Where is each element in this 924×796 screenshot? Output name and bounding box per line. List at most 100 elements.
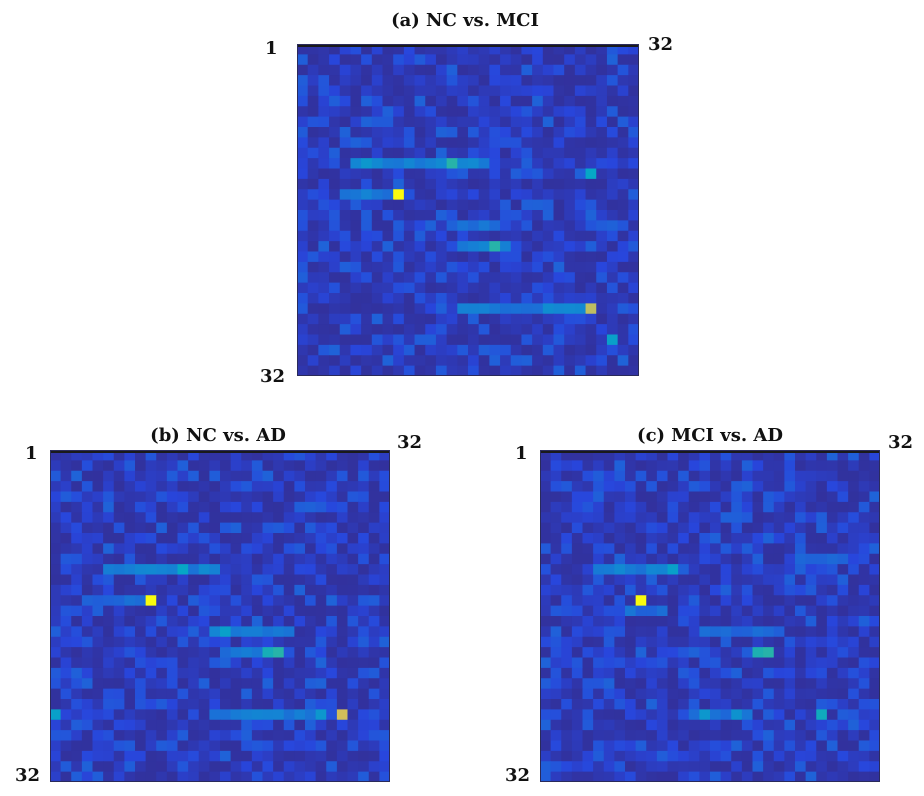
heatmap-cell [646,522,658,534]
heatmap-cell [617,116,629,128]
heatmap-cell [230,605,242,617]
heatmap-cell [188,678,200,690]
heatmap-cell [478,85,490,97]
heatmap-cell [699,657,711,669]
heatmap-cell [241,543,253,555]
heatmap-cell [71,771,83,782]
heatmap-cell [371,199,384,211]
heatmap-cell [156,470,168,482]
heatmap-cell [625,647,637,659]
heatmap-cell [688,533,700,544]
heatmap-cell [209,543,221,555]
heatmap-cell [837,543,849,555]
heatmap-cell [646,574,658,586]
heatmap-cell [103,574,115,586]
heatmap-cell [574,158,587,170]
heatmap-cell [283,501,295,513]
heatmap-cell [435,106,448,118]
heatmap-cell [614,501,626,513]
heatmap-cell [358,501,370,513]
heatmap-cell [414,303,426,315]
heatmap-cell [540,543,552,555]
heatmap-cell [826,667,839,679]
heatmap-cell [582,699,594,710]
heatmap-cell [435,189,448,201]
heatmap-cell [625,678,637,690]
heatmap-cell [521,313,533,325]
heatmap-cell [540,481,552,493]
heatmap-cell [382,168,394,180]
heatmap-cell [585,241,597,253]
heatmap-cell [571,730,584,742]
heatmap-cell [731,553,743,565]
heatmap-cell [382,106,394,118]
heatmap-cell [542,178,555,190]
heatmap-cell [510,251,523,263]
heatmap-cell [710,553,722,565]
heatmap-cell [478,75,490,87]
heatmap-cell [571,574,584,586]
heatmap-cell [177,491,189,503]
heatmap-cell [773,533,785,544]
heatmap-cell [368,761,380,773]
heatmap-cell [220,678,232,690]
heatmap-cell [446,344,458,356]
heatmap-cell [329,147,341,159]
heatmap-cell [848,688,860,700]
heatmap-cell [446,116,458,128]
heatmap-cell [329,210,341,221]
heatmap-cell [667,450,679,461]
heatmap-cell [741,584,754,596]
heatmap-cell [571,771,584,782]
heatmap-cell [425,230,437,242]
heatmap-cell [542,106,555,118]
heatmap-cell [869,553,880,565]
heatmap-cell [606,251,619,263]
heatmap-cell [564,189,576,201]
heatmap-cell [177,647,189,659]
heatmap-cell [752,501,764,513]
heatmap-cell [209,564,221,576]
heatmap-cell [339,116,352,128]
heatmap-cell [521,137,533,149]
heatmap-cell [731,564,743,576]
heatmap-cell [752,761,764,773]
heatmap-cell [156,647,168,659]
heatmap-cell [741,730,754,742]
heatmap-cell [614,678,626,690]
heatmap-cell [582,491,594,503]
heatmap-cell [688,709,700,721]
heatmap-cell [403,334,416,346]
heatmap-cell [720,605,732,617]
heatmap-cell [371,75,384,87]
heatmap-cell [336,481,349,493]
heatmap-cell [553,75,565,87]
heatmap-cell [307,313,319,325]
heatmap-cell [425,365,437,376]
heatmap-cell [773,657,785,669]
heatmap-cell [124,574,136,586]
heatmap-cell [752,678,764,690]
heatmap-cell [241,564,253,576]
heatmap-cell [625,564,637,576]
heatmap-cell [50,512,62,524]
heatmap-cell [848,605,860,617]
heatmap-cell [628,44,639,55]
heatmap-cell [350,116,362,128]
heatmap-cell [251,771,264,782]
heatmap-cell [336,533,349,544]
heatmap-cell [795,533,807,544]
heatmap-cell [784,730,796,742]
heatmap-cell [393,199,405,211]
heatmap-cell [336,771,349,782]
heatmap-cell [564,210,576,221]
heatmap-cell [329,230,341,242]
heatmap-cell [283,616,295,627]
heatmap-cell [315,553,327,565]
heatmap-cell [837,522,849,534]
heatmap-cell [361,127,373,138]
heatmap-cell [283,522,295,534]
heatmap-cell [510,85,523,97]
heatmap-cell [457,334,469,346]
heatmap-cell [617,230,629,242]
